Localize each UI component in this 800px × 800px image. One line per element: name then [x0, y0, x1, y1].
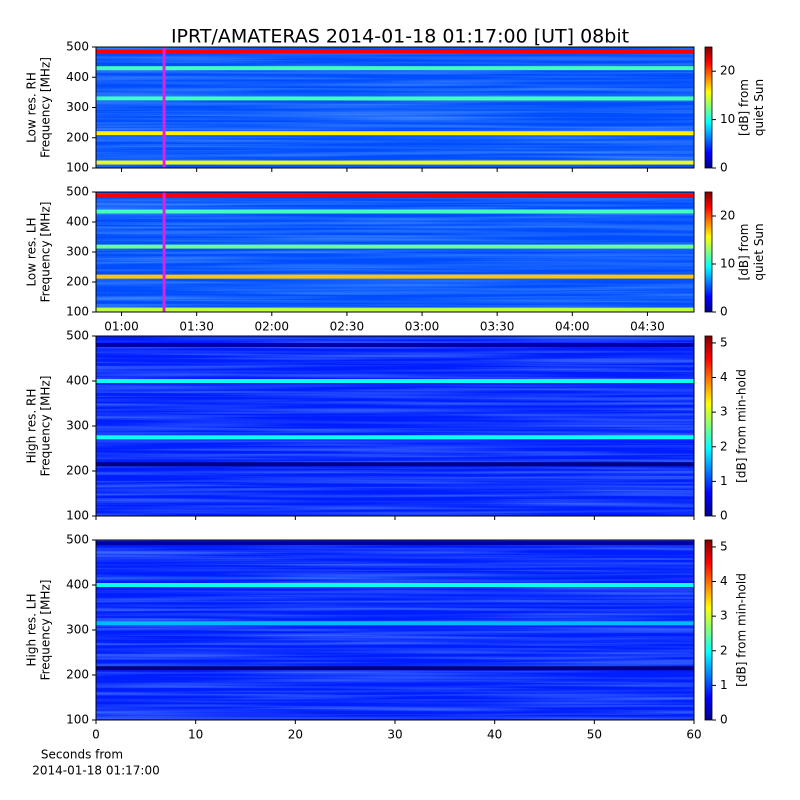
- colorbar-tick-label: 0: [720, 509, 728, 523]
- y-tick-label: 500: [66, 329, 89, 343]
- y-tick-label: 500: [66, 40, 89, 54]
- band: [96, 462, 694, 467]
- y-tick-label: 100: [66, 509, 89, 523]
- y-tick-label: 400: [66, 70, 89, 84]
- y-tick-label: 200: [66, 275, 89, 289]
- y-tick-label: 300: [66, 245, 89, 259]
- y-tick-label: 300: [66, 623, 89, 637]
- x-tick-label: 60: [686, 728, 701, 742]
- band: [96, 209, 694, 214]
- colorbar-label: [dB] from: [737, 224, 751, 281]
- colorbar-tick-label: 2: [720, 643, 728, 657]
- y-axis-label: High res. LH: [25, 593, 39, 666]
- colorbar-tick-label: 10: [720, 257, 735, 271]
- colorbar-label: quiet Sun: [752, 79, 766, 136]
- band: [96, 666, 694, 671]
- x-tick-label: 50: [587, 728, 602, 742]
- noise-texture: [96, 336, 694, 516]
- colorbar: [704, 335, 713, 517]
- colorbar-label: quiet Sun: [752, 223, 766, 280]
- y-axis-label: Frequency [MHz]: [39, 57, 53, 158]
- colorbar: [704, 191, 713, 313]
- band: [96, 541, 694, 546]
- x-axis-label: Seconds from: [41, 748, 123, 762]
- y-axis-label: Low res. LH: [25, 217, 39, 286]
- x-tick-label: 20: [288, 728, 303, 742]
- x-tick-label: 04:00: [555, 320, 590, 334]
- colorbar-tick-label: 20: [720, 64, 735, 78]
- noise-texture: [96, 47, 694, 168]
- y-axis-label: High res. RH: [25, 389, 39, 464]
- colorbar-tick-label: 10: [720, 112, 735, 126]
- x-axis-label: 2014-01-18 01:17:00: [32, 764, 159, 778]
- band: [96, 621, 694, 626]
- band: [96, 435, 694, 440]
- band: [96, 193, 694, 198]
- colorbar-tick-label: 3: [720, 405, 728, 419]
- y-tick-label: 100: [66, 713, 89, 727]
- colorbar: [704, 46, 713, 169]
- colorbar-tick-label: 0: [720, 305, 728, 319]
- y-tick-label: 500: [66, 533, 89, 547]
- band: [96, 131, 694, 136]
- y-tick-label: 100: [66, 305, 89, 319]
- x-tick-label: 10: [188, 728, 203, 742]
- colorbar-tick-label: 2: [720, 439, 728, 453]
- y-tick-label: 500: [66, 185, 89, 199]
- y-axis-label: Frequency [MHz]: [39, 202, 53, 303]
- band: [96, 583, 694, 587]
- colorbar-tick-label: 4: [720, 370, 728, 384]
- y-tick-label: 300: [66, 100, 89, 114]
- y-tick-label: 200: [66, 130, 89, 144]
- band: [96, 49, 694, 54]
- x-tick-label: 30: [387, 728, 402, 742]
- noise-texture: [96, 540, 694, 720]
- colorbar-tick-label: 1: [720, 474, 728, 488]
- colorbar: [704, 539, 713, 721]
- x-tick-label: 02:00: [254, 320, 289, 334]
- y-tick-label: 200: [66, 464, 89, 478]
- colorbar-label: [dB] from: [737, 79, 751, 136]
- band: [96, 66, 694, 71]
- band: [96, 244, 694, 249]
- x-tick-label: 01:30: [179, 320, 214, 334]
- y-axis-label: Frequency [MHz]: [39, 376, 53, 477]
- y-tick-label: 400: [66, 374, 89, 388]
- band: [96, 160, 694, 165]
- x-tick-label: 40: [487, 728, 502, 742]
- colorbar-tick-label: 5: [720, 539, 728, 553]
- x-tick-label: 03:30: [480, 320, 515, 334]
- y-axis-label: Frequency [MHz]: [39, 580, 53, 681]
- colorbar-tick-label: 3: [720, 609, 728, 623]
- band: [96, 379, 694, 383]
- figure-title: IPRT/AMATERAS 2014-01-18 01:17:00 [UT] 0…: [171, 26, 629, 48]
- colorbar-tick-label: 5: [720, 335, 728, 349]
- colorbar-tick-label: 0: [720, 713, 728, 727]
- band: [96, 96, 694, 101]
- colorbar-tick-label: 0: [720, 161, 728, 175]
- colorbar-label: [dB] from min-hold: [735, 369, 749, 483]
- x-tick-label: 04:30: [630, 320, 665, 334]
- colorbar-tick-label: 1: [720, 678, 728, 692]
- colorbar-label: [dB] from min-hold: [735, 573, 749, 687]
- x-tick-label: 01:00: [104, 320, 139, 334]
- y-tick-label: 300: [66, 419, 89, 433]
- y-tick-label: 100: [66, 161, 89, 175]
- x-tick-label: 02:30: [330, 320, 365, 334]
- y-tick-label: 400: [66, 215, 89, 229]
- colorbar-tick-label: 4: [720, 574, 728, 588]
- colorbar-tick-label: 20: [720, 209, 735, 223]
- band: [96, 343, 694, 347]
- y-axis-label: Low res. RH: [25, 72, 39, 143]
- x-tick-label: 0: [92, 728, 100, 742]
- band: [96, 274, 694, 279]
- x-tick-label: 03:00: [405, 320, 440, 334]
- y-tick-label: 200: [66, 668, 89, 682]
- y-tick-label: 400: [66, 578, 89, 592]
- band: [96, 307, 694, 312]
